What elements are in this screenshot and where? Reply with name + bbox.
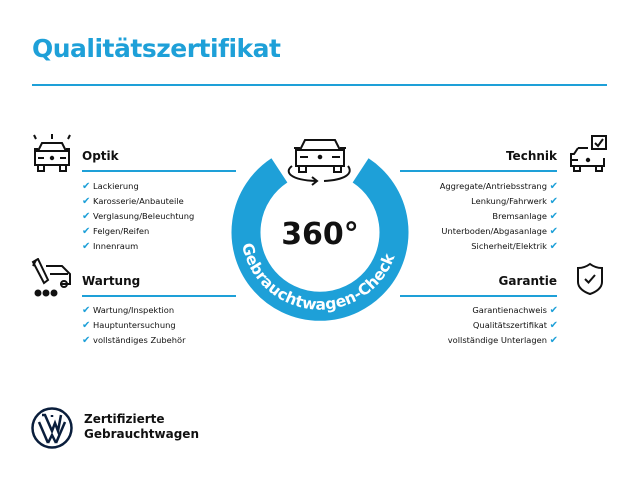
check-icon: ✔ <box>82 226 91 237</box>
list-item: ✔ Innenraum <box>82 239 194 254</box>
check-icon: ✔ <box>549 320 558 331</box>
wartung-heading: Wartung <box>82 274 141 288</box>
list-item: ✔ Hauptuntersuchung <box>82 318 186 333</box>
car-lights-icon <box>33 134 71 172</box>
certified-line1: Zertifizierte <box>84 412 165 426</box>
item-text: Qualitätszertifikat <box>472 320 547 330</box>
item-text: Verglasung/Beleuchtung <box>93 211 195 221</box>
item-text: Unterboden/Abgasanlage <box>441 226 547 236</box>
item-text: Aggregate/Antriebsstrang <box>439 181 547 191</box>
list-item: Lenkung/Fahrwerk ✔ <box>440 194 558 209</box>
list-item: ✔ Lackierung <box>82 179 194 194</box>
item-text: Garantienachweis <box>472 305 547 315</box>
certified-line2: Gebrauchtwagen <box>84 427 199 441</box>
ring-arc <box>231 158 409 321</box>
check-icon: ✔ <box>82 241 91 252</box>
item-text: Wartung/Inspektion <box>93 305 175 315</box>
garantie-list: Garantienachweis ✔ Qualitätszertifikat ✔… <box>448 303 558 348</box>
list-item: Aggregate/Antriebsstrang ✔ <box>440 179 558 194</box>
item-text: Karosserie/Anbauteile <box>93 196 184 206</box>
item-text: Lenkung/Fahrwerk <box>471 196 547 206</box>
optik-heading: Optik <box>82 149 119 163</box>
vw-logo <box>31 407 73 449</box>
list-item: ✔ Felgen/Reifen <box>82 224 194 239</box>
check-icon: ✔ <box>549 335 558 346</box>
check-icon: ✔ <box>82 181 91 192</box>
check-icon: ✔ <box>82 305 91 316</box>
check-icon: ✔ <box>549 305 558 316</box>
item-text: Innenraum <box>93 241 139 251</box>
check-icon: ✔ <box>82 196 91 207</box>
optik-list: ✔ Lackierung ✔ Karosserie/Anbauteile ✔ V… <box>82 179 194 254</box>
list-item: Bremsanlage ✔ <box>440 209 558 224</box>
item-text: Lackierung <box>93 181 139 191</box>
check-icon: ✔ <box>549 241 558 252</box>
garantie-heading: Garantie <box>498 274 558 288</box>
item-text: Hauptuntersuchung <box>93 320 176 330</box>
page-title: Qualitätszertifikat <box>32 34 281 63</box>
item-text: vollständige Unterlagen <box>447 335 547 345</box>
item-text: Felgen/Reifen <box>93 226 150 236</box>
title-divider <box>32 84 607 86</box>
list-item: Garantienachweis ✔ <box>448 303 558 318</box>
center-360-text: 360° <box>281 217 359 252</box>
check-icon: ✔ <box>549 226 558 237</box>
optik-divider <box>82 170 236 172</box>
check-icon: ✔ <box>82 211 91 222</box>
list-item: Qualitätszertifikat ✔ <box>448 318 558 333</box>
list-item: ✔ Karosserie/Anbauteile <box>82 194 194 209</box>
check-icon: ✔ <box>82 320 91 331</box>
list-item: ✔ Wartung/Inspektion <box>82 303 186 318</box>
car-rotate-icon <box>287 139 351 186</box>
list-item: ✔ Verglasung/Beleuchtung <box>82 209 194 224</box>
list-item: vollständige Unterlagen ✔ <box>448 333 558 348</box>
list-item: ✔ vollständiges Zubehör <box>82 333 186 348</box>
check-360-badge: 360° Gebrauchtwagen-Check <box>231 139 409 321</box>
wartung-divider <box>82 295 236 297</box>
item-text: Bremsanlage <box>492 211 547 221</box>
item-text: vollständiges Zubehör <box>93 335 186 345</box>
service-tool-icon <box>31 258 71 297</box>
technik-heading: Technik <box>505 149 557 163</box>
wartung-list: ✔ Wartung/Inspektion ✔ Hauptuntersuchung… <box>82 303 186 348</box>
list-item: Unterboden/Abgasanlage ✔ <box>440 224 558 239</box>
shield-check-icon <box>577 262 603 296</box>
check-icon: ✔ <box>82 335 91 346</box>
check-icon: ✔ <box>549 211 558 222</box>
certified-label: Zertifizierte Gebrauchtwagen <box>84 412 199 442</box>
check-icon: ✔ <box>549 181 558 192</box>
garantie-divider <box>400 295 557 297</box>
technik-list: Aggregate/Antriebsstrang ✔ Lenkung/Fahrw… <box>440 179 558 254</box>
car-checkbox-icon <box>570 135 607 172</box>
item-text: Sicherheit/Elektrik <box>471 241 547 251</box>
technik-divider <box>400 170 557 172</box>
list-item: Sicherheit/Elektrik ✔ <box>440 239 558 254</box>
check-icon: ✔ <box>549 196 558 207</box>
